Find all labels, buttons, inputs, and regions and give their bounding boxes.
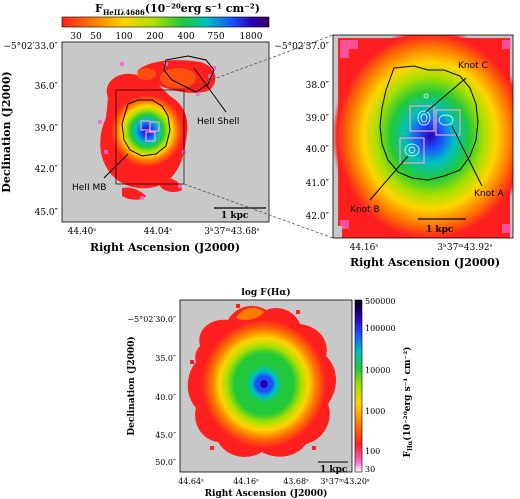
x-tick-c: 44.64ˢ	[178, 477, 204, 486]
colorbar-a-ticks: 30 50 100 200 400 750 1800	[70, 32, 262, 42]
y-tick-c: 50.0″	[155, 458, 176, 467]
map-c-title: log F(Hα)	[241, 287, 290, 298]
knot-arrows	[369, 77, 483, 201]
x-tick-a: 3ʰ37ᵐ43.68ˢ	[204, 227, 259, 237]
knot-boxes-b	[399, 105, 461, 164]
colorbar-c-tick: 100	[365, 447, 380, 456]
zoom-box	[115, 89, 185, 185]
panel-c: log F(Hα) 1 kpc 500000 100000 10000 1000…	[126, 287, 414, 499]
x-ticks-b: 44.16ˢ 3ʰ37ᵐ43.92ˢ	[350, 243, 493, 253]
colorbar-a-tick: 750	[207, 32, 224, 42]
colorbar-a-tick: 1800	[240, 32, 263, 42]
x-tick-b: 3ʰ37ᵐ43.92ˢ	[437, 243, 492, 253]
y-label-a: Declination (J2000)	[0, 71, 13, 192]
knot-a-label: Knot A	[474, 189, 505, 199]
colorbar-a-tick: 30	[70, 32, 82, 42]
colorbar-a-tick: 200	[146, 32, 163, 42]
panel-a: FHeIIλ4686(10⁻²⁰erg s⁻¹ cm⁻²) 30 50 100 …	[0, 2, 270, 254]
scale-bar-b-label: 1 kpc	[426, 225, 454, 235]
y-ticks-b: −5°02′37.0″ 38.0″ 39.0″ 40.0″ 41.0″ 42.0…	[274, 42, 329, 222]
colorbar-c-tick: 30	[365, 465, 375, 474]
colorbar-a-tick: 50	[90, 32, 102, 42]
scale-bar-a-label: 1 kpc	[221, 211, 249, 221]
y-tick-c: 35.0″	[155, 354, 176, 363]
x-tick-c: 43.68ˢ	[283, 477, 309, 486]
colorbar-a	[61, 16, 270, 28]
shell-label-bg	[194, 113, 244, 127]
map-c-emission	[187, 304, 336, 457]
y-ticks-c: −5°02′30.0″ 35.0″ 40.0″ 45.0″ 50.0″	[127, 315, 176, 467]
y-ticks-a: −5°02′33.0″ 36.0″ 39.0″ 42.0″ 45.0″	[3, 42, 58, 218]
y-label-c: Declination (J2000)	[126, 336, 137, 435]
map-c-frame	[179, 299, 353, 473]
y-tick-b: 38.0″	[306, 81, 330, 91]
y-tick-a: 36.0″	[35, 82, 59, 92]
x-tick-b: 44.16ˢ	[350, 243, 379, 253]
y-tick-b: 40.0″	[306, 145, 330, 155]
shell-arrow	[193, 67, 227, 113]
map-b-frame	[332, 34, 514, 239]
colorbar-c-tick: 500000	[365, 297, 396, 306]
y-tick-c: −5°02′30.0″	[127, 315, 176, 324]
knot-c-label: Knot C	[458, 61, 488, 71]
colorbar-c	[354, 299, 363, 473]
colorbar-a-tick: 400	[177, 32, 194, 42]
x-tick-c: 3ʰ37ᵐ43.20ˢ	[320, 477, 370, 486]
scale-bar-c-label: 1 kpc	[320, 465, 348, 475]
colorbar-a-title: FHeIIλ4686(10⁻²⁰erg s⁻¹ cm⁻²)	[95, 2, 260, 17]
shell-label: HeII Shell	[197, 117, 239, 127]
shell-region-outline	[163, 55, 215, 93]
map-a-frame	[61, 41, 270, 223]
y-tick-a: 39.0″	[35, 124, 59, 134]
x-tick-c: 44.16ˢ	[233, 477, 259, 486]
colorbar-c-label: FHα(10⁻²⁰erg s⁻¹ cm⁻²)	[402, 347, 414, 458]
colorbar-c-ticks: 500000 100000 10000 1000 100 30	[365, 297, 396, 474]
y-tick-a: 42.0″	[35, 165, 59, 175]
y-tick-a: −5°02′33.0″	[3, 42, 58, 52]
x-tick-a: 44.40ˢ	[68, 227, 97, 237]
panel-b: Knot C Knot A Knot B 1 kpc −5°02′37.0″ 3…	[274, 34, 514, 269]
knot-boxes-a	[140, 120, 160, 142]
colorbar-c-tick: 100000	[365, 324, 396, 333]
x-label-b: Right Ascension (J2000)	[350, 256, 500, 269]
colorbar-a-tick: 100	[115, 32, 132, 42]
y-tick-c: 40.0″	[155, 393, 176, 402]
white-contours	[404, 93, 454, 157]
x-tick-a: 44.04ˢ	[144, 227, 173, 237]
x-ticks-c: 44.64ˢ 44.16ˢ 43.68ˢ 3ʰ37ᵐ43.20ˢ	[178, 477, 370, 486]
x-label-a: Right Ascension (J2000)	[90, 241, 240, 254]
zoom-connectors	[183, 34, 334, 239]
x-label-c: Right Ascension (J2000)	[205, 488, 328, 499]
knot-b-label: Knot B	[350, 205, 380, 215]
y-tick-a: 45.0″	[35, 208, 59, 218]
y-tick-b: 41.0″	[306, 179, 330, 189]
y-tick-c: 45.0″	[155, 431, 176, 440]
y-tick-b: 39.0″	[306, 114, 330, 124]
colorbar-c-tick: 1000	[365, 407, 385, 416]
colorbar-c-tick: 10000	[365, 366, 390, 375]
mb-region-outline-zoom	[379, 65, 479, 181]
y-tick-b: 42.0″	[306, 212, 330, 222]
mb-label: HeII MB	[72, 183, 106, 193]
x-ticks-a: 44.40ˢ 44.04ˢ 3ʰ37ᵐ43.68ˢ	[68, 227, 260, 237]
mb-region-outline	[121, 99, 171, 157]
mb-arrow	[103, 153, 129, 179]
y-tick-b: −5°02′37.0″	[274, 42, 329, 52]
mb-label-bg	[68, 179, 110, 193]
